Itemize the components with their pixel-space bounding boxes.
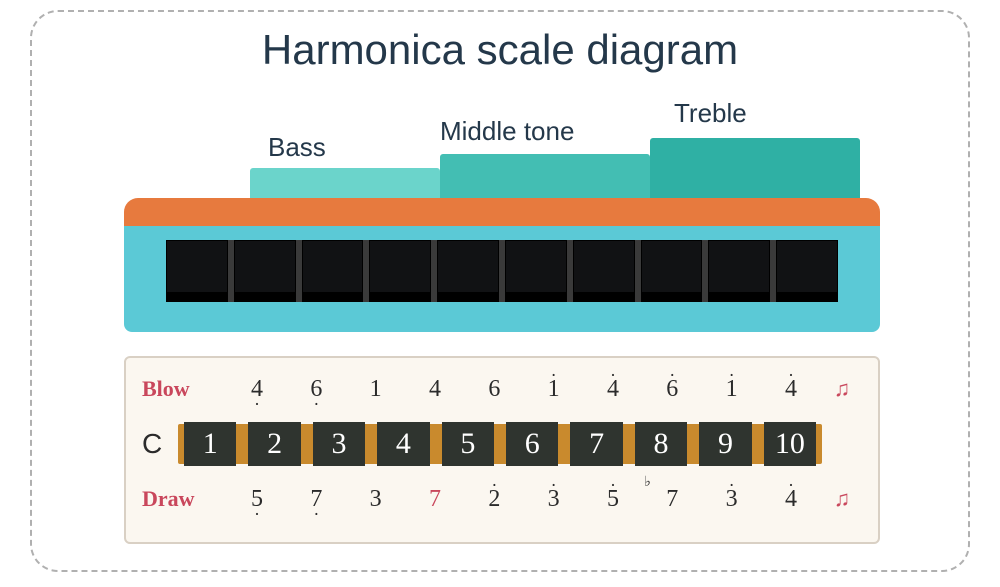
draw-row: Draw 5737235734 ♫ <box>142 480 862 518</box>
hole-number: 9 <box>699 422 751 466</box>
hole-number: 4 <box>377 422 429 466</box>
key-label: C <box>142 428 178 460</box>
harmonica-hole <box>573 240 641 302</box>
note-cell: 3 <box>529 487 579 511</box>
diagram-frame: Harmonica scale diagram Bass Middle tone T… <box>30 10 970 572</box>
harmonica-hole <box>776 240 838 302</box>
music-note-icon: ♫ <box>822 376 862 402</box>
hole-strip: 123456789 10 <box>178 418 822 470</box>
harmonica-hole <box>166 240 234 302</box>
note-cell: 2 <box>469 487 519 511</box>
hole-number: 10 <box>764 422 816 466</box>
note-cell: 3 <box>707 487 757 511</box>
tone-tab <box>650 138 860 200</box>
tone-tabs-row: BassMiddle toneTreble <box>140 112 860 200</box>
draw-notes: 5737235734 <box>226 487 822 511</box>
harmonica-hole <box>302 240 370 302</box>
note-cell: 1 <box>529 377 579 401</box>
note-cell: 6 <box>469 377 519 401</box>
tone-tab <box>250 168 440 200</box>
harmonica-top-plate <box>124 198 880 226</box>
hole-number: 6 <box>506 422 558 466</box>
harmonica-hole <box>708 240 776 302</box>
harmonica-hole <box>505 240 573 302</box>
note-cell: 7 <box>647 487 697 511</box>
scale-chart: Blow 4614614614 ♫ C 12345678910 Draw 573… <box>124 356 880 544</box>
hole-number: 3 <box>313 422 365 466</box>
tone-tab <box>440 154 650 200</box>
harmonica-mouthpiece <box>166 240 838 302</box>
harmonica-hole <box>369 240 437 302</box>
note-cell: 5 <box>588 487 638 511</box>
harmonica-hole <box>437 240 505 302</box>
note-cell: 4 <box>766 487 816 511</box>
note-cell: 4 <box>410 377 460 401</box>
hole-number: 1 <box>184 422 236 466</box>
hole-number: 7 <box>570 422 622 466</box>
hole-number-row: C 123456789 10 <box>142 414 862 474</box>
note-cell: 7 <box>410 487 460 511</box>
note-cell: 6 <box>291 377 341 401</box>
note-cell: 5 <box>232 487 282 511</box>
hole-number: 8 <box>635 422 687 466</box>
hole-number: 5 <box>442 422 494 466</box>
note-cell: 4 <box>766 377 816 401</box>
note-cell: 1 <box>707 377 757 401</box>
note-cell: 4 <box>232 377 282 401</box>
harmonica-hole <box>641 240 709 302</box>
note-cell: 1 <box>351 377 401 401</box>
note-cell: 4 <box>588 377 638 401</box>
note-cell: 7 <box>291 487 341 511</box>
tone-label: Middle tone <box>440 116 574 147</box>
page-title: Harmonica scale diagram <box>32 26 968 74</box>
music-note-icon: ♫ <box>822 486 862 512</box>
draw-label: Draw <box>142 486 226 512</box>
note-cell: 3 <box>351 487 401 511</box>
blow-label: Blow <box>142 376 226 402</box>
blow-row: Blow 4614614614 ♫ <box>142 370 862 408</box>
tone-label: Bass <box>268 132 326 163</box>
note-cell: 6 <box>647 377 697 401</box>
blow-notes: 4614614614 <box>226 377 822 401</box>
harmonica-illustration <box>124 198 880 332</box>
hole-number: 2 <box>248 422 300 466</box>
tone-label: Treble <box>674 98 747 129</box>
harmonica-hole <box>234 240 302 302</box>
